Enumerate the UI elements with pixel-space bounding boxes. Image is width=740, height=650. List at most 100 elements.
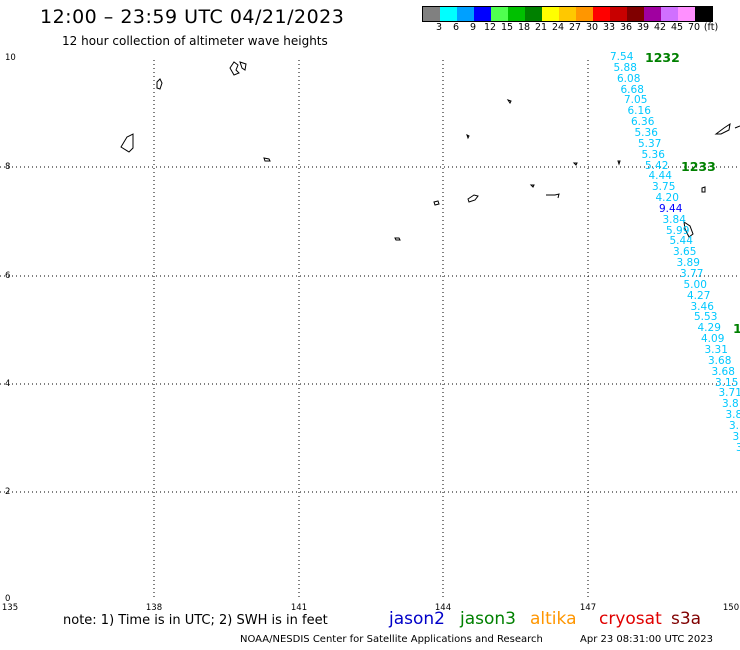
color-swatch (491, 7, 508, 21)
island-small-10 (394, 237, 401, 241)
island-small-1 (263, 157, 271, 162)
color-swatch (423, 7, 440, 21)
wave-height-value: 5.88 (613, 61, 637, 74)
island-small-9 (546, 193, 560, 199)
lon-label-135: 135 (1, 603, 19, 613)
color-swatch (559, 7, 576, 21)
wave-height-value: 3.68 (708, 354, 732, 367)
lon-label-144: 144 (434, 603, 452, 613)
island-small-7 (433, 200, 440, 206)
island-chuuk-2 (683, 220, 694, 238)
color-scale-label: 42 (653, 22, 667, 33)
color-swatch (593, 7, 610, 21)
lon-label-150: 150 (722, 603, 740, 613)
color-scale-label: 21 (534, 22, 548, 33)
legend-jason2: jason2 (389, 609, 445, 629)
legend-altika: altika (530, 609, 577, 629)
wave-height-value: 3.8 (722, 398, 739, 411)
wave-height-value: 3.68 (711, 365, 735, 378)
wave-height-value: 3.15 (715, 376, 739, 389)
color-scale-label: 18 (517, 22, 531, 33)
wave-height-value: 5.36 (634, 126, 658, 139)
pass-label-1232: 1232 (645, 50, 680, 65)
wave-height-value: 7.05 (624, 94, 648, 107)
island-small-2 (506, 99, 512, 104)
lat-label-8: 8 (5, 162, 11, 172)
lat-label-10: 10 (5, 53, 16, 63)
color-scale-label: 27 (568, 22, 582, 33)
wave-height-value: 5.00 (683, 278, 707, 291)
color-scale-label: 33 (602, 22, 616, 33)
wave-height-value: 4.27 (687, 289, 711, 302)
color-swatch (576, 7, 593, 21)
wave-height-value: 4.09 (701, 333, 725, 346)
lon-label-147: 147 (579, 603, 597, 613)
color-swatch (440, 7, 457, 21)
island-small-8 (467, 194, 479, 203)
lat-lon-grid (0, 60, 740, 600)
island-east (714, 122, 740, 135)
island-small-6 (529, 184, 535, 188)
wave-height-value: 5.53 (694, 311, 718, 324)
wave-height-value: 3.77 (680, 268, 704, 280)
wave-height-value: 5.36 (641, 148, 665, 161)
wave-height-value: 3.75 (652, 181, 676, 194)
wave-height-value: 3.8 (725, 409, 740, 422)
wave-height-value: 9.44 (659, 202, 683, 215)
color-scale-label: 6 (452, 22, 460, 33)
wave-height-value: 3.84 (662, 213, 686, 226)
color-scale-label: 3 (435, 22, 443, 33)
lat-label-2: 2 (5, 487, 11, 497)
wave-height-value: 3. (732, 430, 740, 443)
color-swatch (678, 7, 695, 21)
lon-label-138: 138 (145, 603, 163, 613)
wave-height-value: 3.65 (673, 246, 697, 259)
color-scale-label: 15 (500, 22, 514, 33)
wave-height-value: 3 (736, 441, 740, 454)
wave-height-value: 3.31 (704, 343, 728, 356)
island-fais (156, 78, 163, 90)
color-scale-label: 36 (619, 22, 633, 33)
color-scale-label: 45 (670, 22, 684, 33)
footer-note: note: 1) Time is in UTC; 2) SWH is in fe… (63, 613, 328, 628)
color-swatch (661, 7, 678, 21)
wave-height-value: 3. (729, 419, 740, 432)
color-swatch (474, 7, 491, 21)
color-swatch (508, 7, 525, 21)
legend-cryosat: cryosat (599, 609, 662, 629)
coastlines (120, 61, 740, 241)
wave-height-value: 5.37 (638, 137, 662, 150)
lat-label-0: 0 (5, 594, 11, 604)
wave-height-value: 4.29 (697, 322, 721, 335)
wave-height-value: 7.54 (610, 51, 634, 63)
color-scale-label: 24 (551, 22, 565, 33)
map-title: 12:00 – 23:59 UTC 04/21/2023 (40, 6, 345, 28)
credit-text: NOAA/NESDIS Center for Satellite Applica… (240, 634, 543, 645)
generated-timestamp: Apr 23 08:31:00 UTC 2023 (580, 634, 713, 645)
wave-height-value: 6.36 (631, 116, 655, 129)
color-swatch (695, 7, 712, 21)
color-scale-label: 39 (636, 22, 650, 33)
island-chuuk (701, 186, 706, 193)
pass-label-partial: 1 (733, 321, 740, 336)
wave-height-value: 4.20 (655, 192, 679, 205)
wave-height-value: 3.71 (718, 387, 740, 400)
wave-height-value: 6.08 (617, 72, 641, 85)
color-scale-label: 9 (469, 22, 477, 33)
wave-height-value: 5.44 (669, 235, 693, 248)
color-swatch (525, 7, 542, 21)
wave-height-value: 3.46 (690, 300, 714, 313)
wave-height-value: 3.89 (676, 257, 700, 270)
pass-label-1233: 1233 (681, 159, 716, 174)
island-ngulu (229, 61, 247, 76)
map-subtitle: 12 hour collection of altimeter wave hei… (62, 34, 328, 48)
island-small-3 (466, 134, 470, 140)
color-scale-label: 70 (687, 22, 701, 33)
wave-height-value: 5.99 (666, 224, 690, 237)
island-small-5 (617, 160, 621, 166)
color-swatch (542, 7, 559, 21)
wave-height-value: 4.44 (648, 170, 672, 183)
island-small-4 (572, 162, 578, 166)
wave-height-value: 6.68 (620, 83, 644, 96)
